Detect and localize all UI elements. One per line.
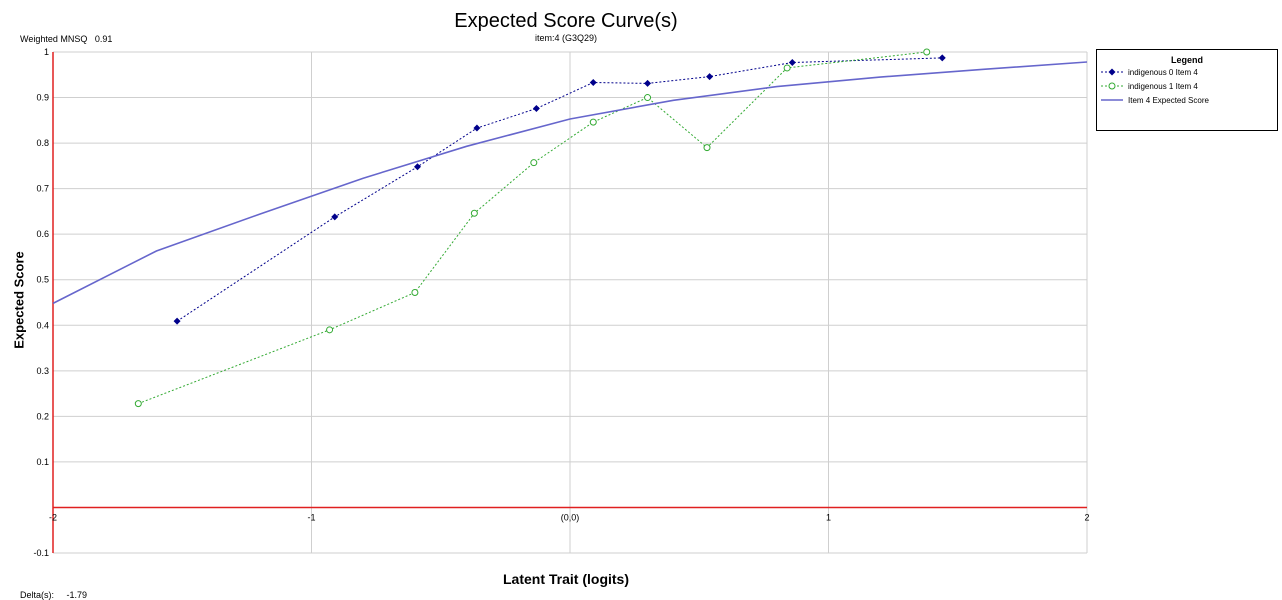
circle-point xyxy=(411,288,419,296)
y-tick-label: 0.1 xyxy=(36,457,49,467)
delta-label: Delta(s): xyxy=(20,590,55,600)
diamond-point xyxy=(938,54,946,62)
y-axis-label: Expected Score xyxy=(11,251,27,349)
x-tick-label: -2 xyxy=(49,512,57,522)
legend-item-indigenous-1: indigenous 1 Item 4 xyxy=(1097,79,1277,93)
diamond-marker-icon xyxy=(1101,68,1123,76)
circle-point xyxy=(923,48,931,56)
y-tick-label: 1 xyxy=(44,47,49,57)
circle-point xyxy=(644,94,652,102)
delta: Delta(s): -1.79 xyxy=(20,590,87,600)
circle-point xyxy=(326,326,334,334)
diamond-point xyxy=(173,317,181,325)
diamond-point xyxy=(706,73,714,81)
y-tick-label: 0.7 xyxy=(36,184,49,194)
legend-item-indigenous-0: indigenous 0 Item 4 xyxy=(1097,65,1277,79)
x-axis-label: Latent Trait (logits) xyxy=(503,571,629,587)
y-tick-label: 0.9 xyxy=(36,93,49,103)
series-line-1 xyxy=(138,51,927,405)
y-tick-label: 0.6 xyxy=(36,229,49,239)
legend-title: Legend xyxy=(1170,55,1203,65)
series-line-0 xyxy=(176,57,943,322)
circle-point xyxy=(783,64,791,72)
y-tick-label: 0.2 xyxy=(36,411,49,421)
legend-label: indigenous 0 Item 4 xyxy=(1128,67,1198,77)
y-tick-label: -0.1 xyxy=(33,548,49,558)
chart-subtitle: item:4 (G3Q29) xyxy=(534,33,598,43)
diamond-point xyxy=(644,79,652,87)
diamond-point xyxy=(331,213,339,221)
diamond-point xyxy=(788,58,796,66)
expected-score-curve xyxy=(52,61,1088,305)
circle-point xyxy=(530,159,538,167)
circle-marker-icon xyxy=(1101,82,1123,90)
diamond-point xyxy=(473,124,481,132)
weighted-mnsq-value: 0.91 xyxy=(94,34,113,44)
legend-item-expected-score: Item 4 Expected Score xyxy=(1097,93,1277,107)
weighted-mnsq-label: Weighted MNSQ xyxy=(20,34,88,44)
y-tick-label: 0.3 xyxy=(36,366,49,376)
chart-title: Expected Score Curve(s) xyxy=(454,10,678,32)
delta-value: -1.79 xyxy=(66,590,88,600)
x-tick-label: -1 xyxy=(307,512,315,522)
circle-point xyxy=(703,144,711,152)
circle-point xyxy=(134,400,142,408)
diamond-point xyxy=(532,104,540,112)
y-tick-label: 0.8 xyxy=(36,138,49,148)
weighted-mnsq: Weighted MNSQ 0.91 xyxy=(20,34,112,44)
x-tick-label: 2 xyxy=(1084,512,1089,522)
x-tick-label: (0,0) xyxy=(561,512,580,522)
y-tick-label: 0.4 xyxy=(36,320,49,330)
diamond-point xyxy=(589,79,597,87)
circle-point xyxy=(589,118,597,126)
circle-point xyxy=(470,209,478,217)
solid-line-icon xyxy=(1101,99,1123,101)
legend-label: Item 4 Expected Score xyxy=(1128,95,1209,105)
legend-label: indigenous 1 Item 4 xyxy=(1128,81,1198,91)
x-tick-label: 1 xyxy=(826,512,831,522)
y-tick-label: 0.5 xyxy=(36,275,49,285)
legend: Legend indigenous 0 Item 4 indigenous 1 … xyxy=(1096,49,1278,131)
diamond-point xyxy=(413,163,421,171)
